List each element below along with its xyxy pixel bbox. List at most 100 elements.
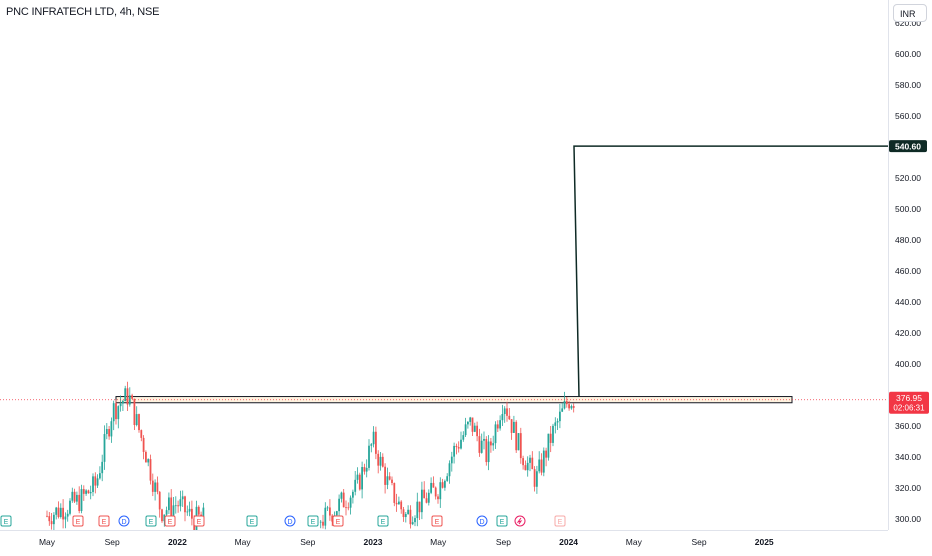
candle-up[interactable] [552,423,554,447]
candle-down[interactable] [490,437,492,453]
candle-up[interactable] [66,509,69,522]
candle-up[interactable] [122,399,124,411]
candle-down[interactable] [388,472,391,481]
candle-down[interactable] [46,510,48,518]
event-marker-earnings[interactable]: E [0,515,12,527]
candle-up[interactable] [469,416,472,426]
candle-up[interactable] [460,431,462,450]
candle-down[interactable] [568,400,570,411]
candle-up[interactable] [517,432,520,451]
candle-down[interactable] [393,482,396,507]
event-marker-earnings[interactable]: E [193,515,205,527]
candle-up[interactable] [464,417,467,437]
candle-up[interactable] [105,423,108,440]
candle-down[interactable] [161,508,163,523]
candle-up[interactable] [556,418,559,430]
candle-up[interactable] [538,451,541,474]
candle-up[interactable] [326,505,329,511]
candle-down[interactable] [540,453,543,476]
time-axis-labels[interactable]: May Sep 2022 May Sep 2023 May Sep 2024 May Sep 2025 [0,531,888,551]
candle-down[interactable] [375,426,377,460]
candle-down[interactable] [331,514,334,527]
candle-up[interactable] [427,489,430,506]
candle-up[interactable] [163,514,166,527]
candle-up[interactable] [147,458,150,467]
projection-line[interactable] [573,145,888,397]
candle-up[interactable] [112,400,115,431]
event-marker-dividend[interactable]: D [476,515,488,527]
candle-up[interactable] [319,520,322,529]
candle-down[interactable] [441,478,444,489]
candle-up[interactable] [69,498,71,516]
candle-down[interactable] [115,399,117,425]
candle-up[interactable] [487,435,490,471]
event-marker-earnings[interactable]: E [332,515,344,527]
candle-up[interactable] [96,474,99,489]
candle-down[interactable] [533,466,536,492]
candle-down[interactable] [191,500,193,526]
candle-down[interactable] [524,460,527,471]
candle-up[interactable] [361,461,363,499]
candle-up[interactable] [186,505,189,516]
candle-up[interactable] [354,471,357,496]
candle-down[interactable] [519,427,522,464]
candle-up[interactable] [103,425,106,470]
candle-down[interactable] [545,447,547,467]
candle-down[interactable] [156,476,159,495]
candle-down[interactable] [363,463,366,475]
candle-down[interactable] [108,426,110,440]
candle-down[interactable] [531,451,534,470]
candle-up[interactable] [124,385,127,402]
candle-up[interactable] [492,435,495,451]
candle-down[interactable] [476,421,478,442]
candle-down[interactable] [418,501,421,520]
candle-up[interactable] [526,456,529,477]
candle-up[interactable] [335,510,338,516]
candle-down[interactable] [342,488,345,508]
candle-down[interactable] [140,429,143,442]
candle-down[interactable] [126,381,129,412]
candle-up[interactable] [453,442,455,464]
candle-up[interactable] [439,477,442,508]
candle-down[interactable] [48,512,51,526]
candle-up[interactable] [407,505,409,515]
candle-down[interactable] [457,441,460,453]
event-marker-earnings[interactable]: E [496,515,508,527]
candle-down[interactable] [384,463,386,494]
candle-up[interactable] [110,417,113,443]
candle-up[interactable] [563,391,566,410]
candle-up[interactable] [92,473,94,497]
candle-down[interactable] [82,485,85,501]
candle-up[interactable] [76,491,78,505]
candle-down[interactable] [455,443,458,455]
candle-up[interactable] [450,451,453,472]
candle-up[interactable] [416,492,419,527]
candle-up[interactable] [117,405,120,429]
candle-down[interactable] [549,426,552,453]
price-axis-labels[interactable]: 300.00320.00340.00360.00380.00400.00420.… [889,0,932,530]
candle-up[interactable] [340,491,343,503]
candle-down[interactable] [508,408,511,421]
candle-up[interactable] [55,506,58,520]
candle-up[interactable] [356,467,359,484]
candle-down[interactable] [434,486,437,500]
candle-up[interactable] [462,431,465,442]
event-marker-earnings[interactable]: E [554,515,566,527]
candle-up[interactable] [467,420,469,429]
candle-up[interactable] [570,404,573,410]
candle-down[interactable] [345,500,347,516]
candle-up[interactable] [80,484,83,514]
candle-up[interactable] [561,402,564,413]
candle-down[interactable] [432,476,435,488]
candle-down[interactable] [57,501,60,519]
candle-up[interactable] [352,489,354,504]
candle-up[interactable] [85,489,87,496]
currency-button[interactable]: INR [893,4,927,22]
candle-up[interactable] [499,415,501,431]
candle-down[interactable] [478,428,481,457]
candle-up[interactable] [64,512,67,529]
candle-down[interactable] [94,472,97,494]
time-axis[interactable]: May Sep 2022 May Sep 2023 May Sep 2024 May Sep 2025 [0,530,888,551]
candle-up[interactable] [483,431,485,450]
